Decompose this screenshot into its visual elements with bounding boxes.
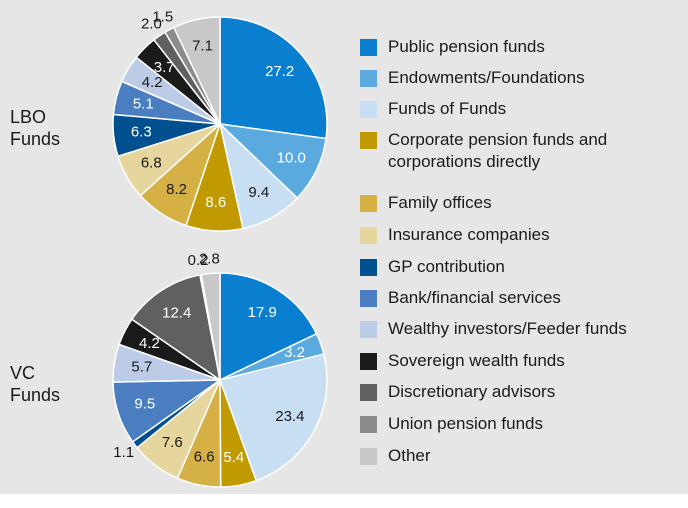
data-label: 17.9 bbox=[248, 304, 277, 321]
data-label: 9.4 bbox=[248, 184, 269, 201]
data-label: 7.1 bbox=[192, 38, 213, 55]
data-label: 1.5 bbox=[152, 8, 173, 25]
data-label: 23.4 bbox=[275, 408, 304, 425]
legend-label: Union pension funds bbox=[388, 414, 544, 433]
data-label: 27.2 bbox=[265, 63, 294, 80]
legend-swatch bbox=[360, 321, 377, 338]
legend-swatch bbox=[360, 70, 377, 87]
legend-label: Corporate pension funds and corporations… bbox=[388, 130, 608, 171]
data-label: 5.4 bbox=[223, 449, 244, 466]
data-label: 4.2 bbox=[142, 74, 163, 91]
data-label: 5.7 bbox=[131, 358, 152, 375]
legend-swatch bbox=[360, 259, 377, 276]
data-label: 12.4 bbox=[162, 305, 191, 322]
data-label: 7.6 bbox=[162, 434, 183, 451]
data-label: 2.8 bbox=[199, 250, 220, 267]
pie-slice bbox=[172, 16, 221, 125]
legend-label: Family offices bbox=[388, 193, 492, 212]
legend-swatch bbox=[360, 384, 377, 401]
data-label: 5.1 bbox=[133, 95, 154, 112]
legend-swatch bbox=[360, 39, 377, 56]
data-label: 0.2 bbox=[188, 252, 209, 269]
data-label: 1.1 bbox=[113, 444, 134, 461]
legend-swatch bbox=[360, 353, 377, 370]
data-label: 6.6 bbox=[194, 449, 215, 466]
legend-label: Funds of Funds bbox=[388, 99, 507, 118]
data-label: 8.6 bbox=[205, 194, 226, 211]
legend-swatch bbox=[360, 227, 377, 244]
pie-title: VC Funds bbox=[10, 363, 61, 405]
data-label: 6.3 bbox=[131, 124, 152, 141]
pie-slice bbox=[200, 272, 221, 381]
background bbox=[0, 0, 688, 494]
legend-label: Public pension funds bbox=[388, 37, 545, 56]
legend-label: Discretionary advisors bbox=[388, 382, 556, 401]
legend-swatch bbox=[360, 448, 377, 465]
pie-title: LBO Funds bbox=[10, 107, 61, 149]
legend-label: Other bbox=[388, 446, 431, 465]
data-label: 2.0 bbox=[141, 15, 162, 32]
data-label: 3.2 bbox=[284, 344, 305, 361]
data-label: 6.8 bbox=[141, 154, 162, 171]
data-label: 4.2 bbox=[139, 335, 160, 352]
pie-slice bbox=[219, 16, 328, 140]
data-label: 9.5 bbox=[134, 396, 155, 413]
legend-label: Insurance companies bbox=[388, 225, 550, 244]
data-label: 3.7 bbox=[154, 59, 175, 76]
data-label: 10.0 bbox=[277, 149, 306, 166]
legend-label: GP contribution bbox=[388, 257, 505, 276]
legend-label: Wealthy investors/Feeder funds bbox=[388, 319, 627, 338]
legend-swatch bbox=[360, 132, 377, 149]
pie-slice bbox=[219, 353, 328, 482]
pie-slice bbox=[130, 274, 222, 382]
legend-label: Bank/financial services bbox=[388, 288, 561, 307]
legend-swatch bbox=[360, 416, 377, 433]
data-label: 8.2 bbox=[166, 181, 187, 198]
legend-label: Endowments/Foundations bbox=[388, 68, 585, 87]
legend-swatch bbox=[360, 101, 377, 118]
legend-swatch bbox=[360, 290, 377, 307]
legend-swatch bbox=[360, 195, 377, 212]
pie-slice bbox=[219, 272, 318, 382]
legend-label: Sovereign wealth funds bbox=[388, 351, 565, 370]
